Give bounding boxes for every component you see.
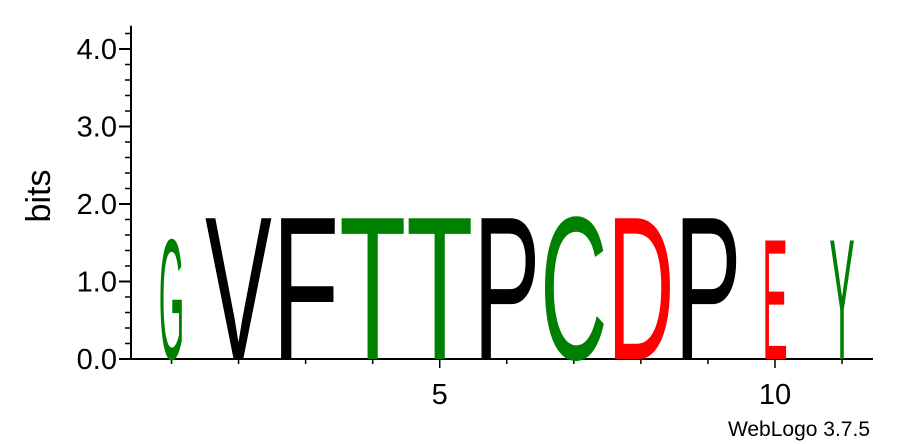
logo-letter-V-pos-2: V (205, 175, 272, 404)
axes: 0.0 1.0 2.0 3.0 4.0 5 10 (77, 25, 873, 411)
logo-letter-C-pos-7: C (540, 174, 607, 403)
logo-letter-T-pos-5: T (406, 173, 473, 402)
logo-letter-F-pos-3: F (272, 173, 339, 402)
y-tick-label: 4.0 (77, 34, 117, 66)
logo-letter-T-pos-4: T (339, 173, 406, 402)
logo-letter-E-pos-10: E (762, 204, 787, 396)
y-tick-label: 1.0 (77, 267, 117, 299)
logo-letter-P-pos-9: P (674, 175, 741, 403)
logo-letter-G-pos-1: G (159, 205, 184, 397)
logo-letter-D-pos-8: D (607, 174, 674, 403)
logo-letter-P-pos-6: P (473, 175, 540, 403)
y-tick-label: 0.0 (77, 344, 117, 376)
y-axis-label: bits (20, 170, 58, 223)
x-tick-label: 5 (432, 379, 448, 411)
y-tick-label: 3.0 (77, 112, 117, 144)
x-tick-label: 10 (759, 379, 791, 411)
y-tick-label: 2.0 (77, 189, 117, 221)
logo-letter-Y-pos-11: Y (829, 204, 854, 396)
weblogo-footer: WebLogo 3.7.5 (728, 418, 870, 441)
